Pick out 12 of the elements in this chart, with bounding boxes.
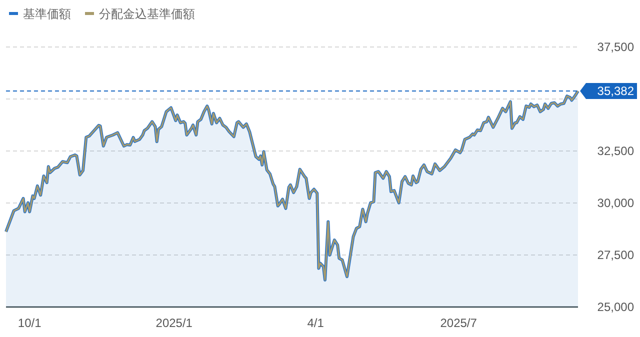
x-tick-label: 2025/7 [440, 316, 478, 330]
legend-label: 基準価額 [23, 7, 71, 21]
x-tick-label: 2025/1 [156, 316, 193, 330]
x-tick-label: 10/1 [18, 316, 42, 330]
y-tick-label: 32,500 [597, 144, 634, 158]
ref-line-label: 35,382 [597, 84, 634, 98]
y-tick-label: 25,000 [597, 300, 634, 314]
legend-label: 分配金込基準価額 [99, 7, 195, 21]
y-tick-label: 37,500 [597, 40, 634, 54]
y-tick-label: 27,500 [597, 248, 634, 262]
x-tick-label: 4/1 [307, 316, 324, 330]
y-tick-label: 30,000 [597, 196, 634, 210]
